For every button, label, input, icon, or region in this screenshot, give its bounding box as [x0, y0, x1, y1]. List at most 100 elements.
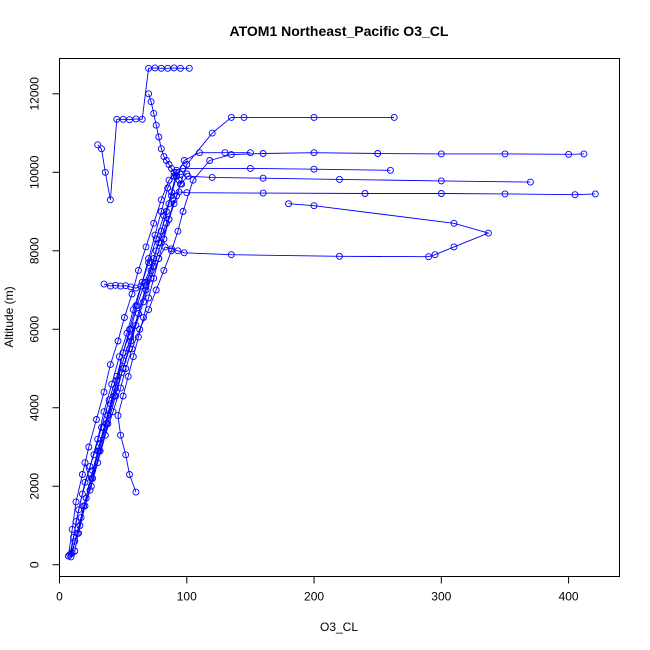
data-point [484, 229, 492, 237]
data-point [170, 196, 178, 204]
data-point [132, 302, 140, 310]
data-point [119, 392, 127, 400]
data-point [310, 149, 318, 157]
y-axis-label: Altitude (m) [2, 286, 16, 347]
data-point [580, 150, 588, 158]
data-point [437, 150, 445, 158]
series-line [74, 116, 395, 552]
data-point [183, 170, 191, 178]
data-point [132, 488, 140, 496]
data-point [168, 245, 175, 253]
data-point [145, 294, 153, 302]
data-point [134, 333, 142, 341]
series-line [70, 152, 584, 558]
data-point [106, 282, 114, 290]
plot-area [64, 64, 599, 561]
series-line [117, 199, 175, 493]
data-point [75, 529, 83, 537]
data-point [134, 266, 142, 274]
data-point [178, 180, 186, 188]
y-tick-label: 10000 [28, 155, 42, 189]
data-point [437, 190, 445, 197]
data-point [137, 282, 145, 290]
data-point [221, 149, 229, 157]
data-point [126, 471, 133, 478]
data-point [101, 168, 109, 176]
data-point [86, 463, 94, 471]
x-axis: 0 100 200 300 400 [56, 576, 579, 604]
x-tick-label: 100 [177, 590, 197, 604]
data-point [67, 550, 75, 558]
data-point [122, 282, 130, 290]
data-point [259, 150, 267, 157]
data-point [142, 278, 150, 286]
data-point [450, 219, 458, 227]
data-point [114, 337, 122, 345]
data-point [134, 310, 142, 318]
data-point [126, 325, 133, 333]
data-point [168, 188, 175, 196]
x-tick-label: 0 [56, 590, 63, 604]
data-point [155, 255, 163, 263]
data-point [160, 266, 168, 274]
data-point [179, 208, 187, 215]
y-axis: 0 2000 4000 6000 8000 10000 12000 [28, 77, 60, 568]
data-point [361, 190, 369, 197]
x-axis-label: O3_CL [320, 620, 358, 634]
data-point [81, 459, 89, 467]
data-point [100, 388, 108, 396]
data-point [150, 219, 158, 227]
data-point [106, 400, 114, 408]
data-point [147, 98, 155, 106]
data-point [126, 116, 133, 124]
data-point [138, 115, 146, 123]
data-point [437, 177, 445, 185]
data-point [160, 235, 168, 243]
data-point [94, 447, 102, 455]
data-point [119, 365, 127, 372]
data-point [127, 283, 135, 291]
data-point [157, 208, 165, 215]
data-point [145, 90, 153, 98]
data-point [100, 408, 108, 416]
data-point [85, 443, 93, 451]
data-point [157, 145, 165, 153]
data-point [565, 150, 573, 158]
x-tick-label: 400 [559, 590, 579, 604]
data-point [310, 165, 318, 173]
data-point [113, 376, 121, 384]
data-point [285, 200, 293, 208]
data-point [151, 231, 159, 239]
data-point [185, 64, 193, 72]
data-point [100, 280, 108, 288]
data-point [501, 150, 509, 158]
data-point [374, 150, 382, 157]
data-point [106, 361, 114, 369]
y-tick-label: 6000 [28, 316, 42, 343]
data-point [142, 282, 150, 290]
data-point [72, 518, 80, 526]
series-line [70, 191, 596, 554]
data-point [174, 247, 182, 255]
data-point [124, 372, 132, 380]
data-point [246, 149, 254, 157]
data-point [117, 431, 125, 439]
data-point [180, 249, 188, 257]
data-point [310, 113, 318, 121]
y-tick-label: 4000 [28, 394, 42, 421]
data-point [591, 190, 599, 198]
data-point [112, 281, 119, 289]
data-point [526, 178, 534, 186]
y-tick-label: 8000 [28, 237, 42, 264]
data-point [162, 208, 170, 215]
data-point [157, 227, 165, 235]
data-point [183, 189, 191, 197]
data-point [431, 251, 439, 259]
data-point [189, 176, 197, 184]
series-line [69, 175, 531, 555]
data-point [145, 255, 153, 263]
data-point [98, 145, 105, 153]
data-point [150, 274, 158, 282]
data-point [386, 166, 394, 174]
